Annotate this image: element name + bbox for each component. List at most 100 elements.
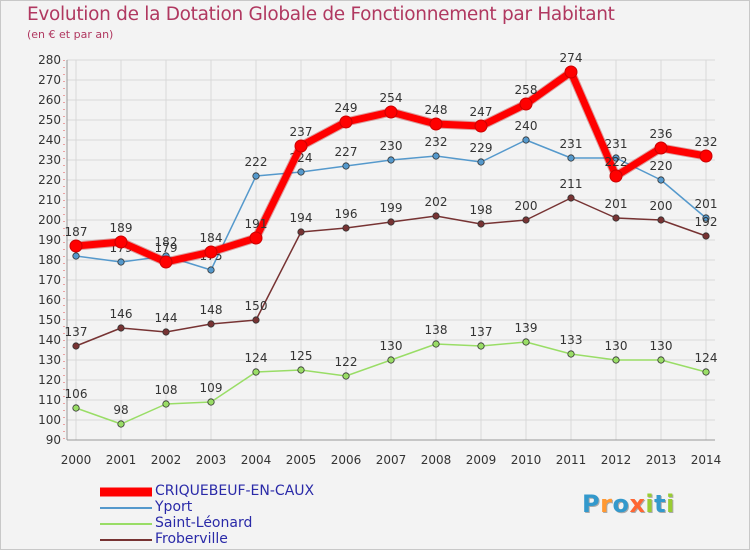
y-tick-label: 170 <box>38 273 61 287</box>
data-label: 130 <box>605 339 628 353</box>
data-point <box>342 162 350 170</box>
data-point <box>477 342 485 350</box>
data-point <box>432 340 440 348</box>
data-label: 182 <box>155 235 178 249</box>
data-label: 200 <box>515 199 538 213</box>
data-point <box>297 168 305 176</box>
legend-swatch <box>100 523 152 525</box>
data-point <box>384 105 398 119</box>
data-point <box>252 368 260 376</box>
data-point <box>72 342 80 350</box>
data-label: 189 <box>110 221 133 235</box>
data-label: 124 <box>245 351 268 365</box>
x-tick-label: 2001 <box>106 453 137 467</box>
data-label: 194 <box>290 211 313 225</box>
y-tick-label: 260 <box>38 93 61 107</box>
data-point <box>612 356 620 364</box>
data-label: 227 <box>335 145 358 159</box>
data-point <box>657 176 665 184</box>
x-tick-label: 2004 <box>241 453 272 467</box>
y-tick-label: 160 <box>38 293 61 307</box>
data-label: 198 <box>470 203 493 217</box>
data-label: 179 <box>155 241 178 255</box>
y-tick-label: 120 <box>38 373 61 387</box>
x-tick-label: 2003 <box>196 453 227 467</box>
logo-letter: t <box>654 490 667 518</box>
y-tick-label: 270 <box>38 73 61 87</box>
data-label: 240 <box>515 119 538 133</box>
data-label: 130 <box>380 339 403 353</box>
x-tick-label: 2000 <box>61 453 92 467</box>
data-point <box>702 232 710 240</box>
proxiti-logo: Proxiti <box>582 490 675 518</box>
data-point <box>609 169 623 183</box>
chart-title: Evolution de la Dotation Globale de Fonc… <box>27 4 615 25</box>
data-point <box>162 400 170 408</box>
y-tick-label: 220 <box>38 173 61 187</box>
data-point <box>432 152 440 160</box>
x-tick-label: 2013 <box>646 453 677 467</box>
data-label: 144 <box>155 311 178 325</box>
data-label: 139 <box>515 321 538 335</box>
data-point <box>252 316 260 324</box>
data-label: 122 <box>335 355 358 369</box>
data-point <box>474 119 488 133</box>
legend-label: CRIQUEBEUF-EN-CAUX <box>155 483 315 499</box>
data-label: 231 <box>605 137 628 151</box>
data-label: 146 <box>110 307 133 321</box>
x-tick-label: 2002 <box>151 453 182 467</box>
data-point <box>387 356 395 364</box>
data-point <box>522 136 530 144</box>
data-point <box>387 156 395 164</box>
data-label: 232 <box>695 135 718 149</box>
data-point <box>207 266 215 274</box>
legend-swatch <box>100 507 152 509</box>
data-point <box>567 350 575 358</box>
y-tick-label: 280 <box>38 53 61 67</box>
data-point <box>342 372 350 380</box>
data-point <box>252 172 260 180</box>
data-point <box>249 231 263 245</box>
data-point <box>612 154 620 162</box>
legend-swatch <box>100 487 152 497</box>
data-point <box>207 398 215 406</box>
y-tick-label: 180 <box>38 253 61 267</box>
data-point <box>477 158 485 166</box>
y-tick-label: 90 <box>46 433 61 447</box>
data-point <box>477 220 485 228</box>
data-label: 211 <box>560 177 583 191</box>
logo-letter: r <box>600 490 613 518</box>
data-label: 137 <box>470 325 493 339</box>
data-label: 137 <box>65 325 88 339</box>
x-tick-label: 2012 <box>601 453 632 467</box>
x-tick-label: 2005 <box>286 453 317 467</box>
data-point <box>72 252 80 260</box>
logo-letter: i <box>666 490 675 518</box>
data-label: 249 <box>335 101 358 115</box>
data-label: 274 <box>560 51 583 65</box>
data-point <box>339 115 353 129</box>
data-point <box>387 218 395 226</box>
data-point <box>699 149 713 163</box>
data-label: 236 <box>650 127 673 141</box>
chart-subtitle: (en € et par an) <box>27 28 114 41</box>
data-point <box>429 117 443 131</box>
data-label: 184 <box>200 231 223 245</box>
data-label: 232 <box>425 135 448 149</box>
data-point <box>69 239 83 253</box>
data-point <box>564 65 578 79</box>
data-label: 202 <box>425 195 448 209</box>
logo-letter: i <box>645 490 655 518</box>
legend-swatch <box>100 539 152 541</box>
legend-label: Saint-Léonard <box>155 515 253 531</box>
y-tick-label: 150 <box>38 313 61 327</box>
x-tick-label: 2011 <box>556 453 587 467</box>
legend-label: Yport <box>155 499 193 515</box>
data-label: 258 <box>515 83 538 97</box>
data-label: 222 <box>605 155 628 169</box>
data-label: 200 <box>650 199 673 213</box>
data-label: 187 <box>65 225 88 239</box>
data-point <box>567 154 575 162</box>
data-point <box>654 141 668 155</box>
